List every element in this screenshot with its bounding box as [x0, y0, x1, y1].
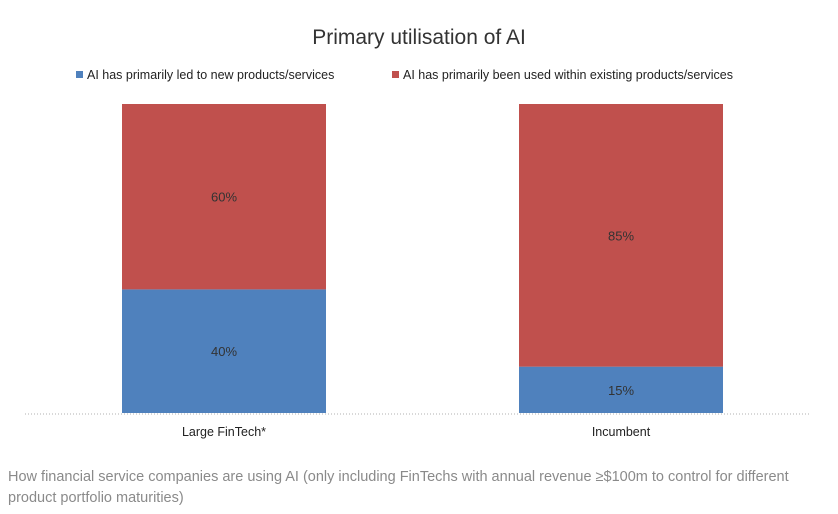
bar-1-series-2	[122, 104, 326, 290]
chart-area: Primary utilisation of AI AI has primari…	[25, 26, 810, 439]
x-tick-label-1: Large FinTech*	[182, 425, 266, 439]
data-label-2-series-1: 15%	[608, 383, 634, 398]
bar-2-series-1	[519, 366, 723, 413]
chart-title: Primary utilisation of AI	[312, 26, 526, 49]
bar-1-series-1	[122, 289, 326, 413]
legend-label-2: AI has primarily been used within existi…	[403, 68, 733, 82]
figure-caption: How financial service companies are usin…	[8, 469, 789, 506]
data-label-2-series-2: 85%	[608, 228, 634, 243]
legend-swatch-2	[392, 71, 399, 78]
legend-item-1: AI has primarily led to new products/ser…	[76, 68, 334, 82]
legend-item-2: AI has primarily been used within existi…	[392, 68, 733, 82]
data-label-1-series-2: 60%	[211, 190, 237, 205]
legend-label-1: AI has primarily led to new products/ser…	[87, 68, 334, 82]
legend-swatch-1	[76, 71, 83, 78]
stacked-bar-chart: AI has primarily led to new products/ser…	[25, 68, 810, 439]
bar-2-series-2	[519, 104, 723, 367]
x-tick-label-2: Incumbent	[592, 425, 651, 439]
data-label-1-series-1: 40%	[211, 344, 237, 359]
